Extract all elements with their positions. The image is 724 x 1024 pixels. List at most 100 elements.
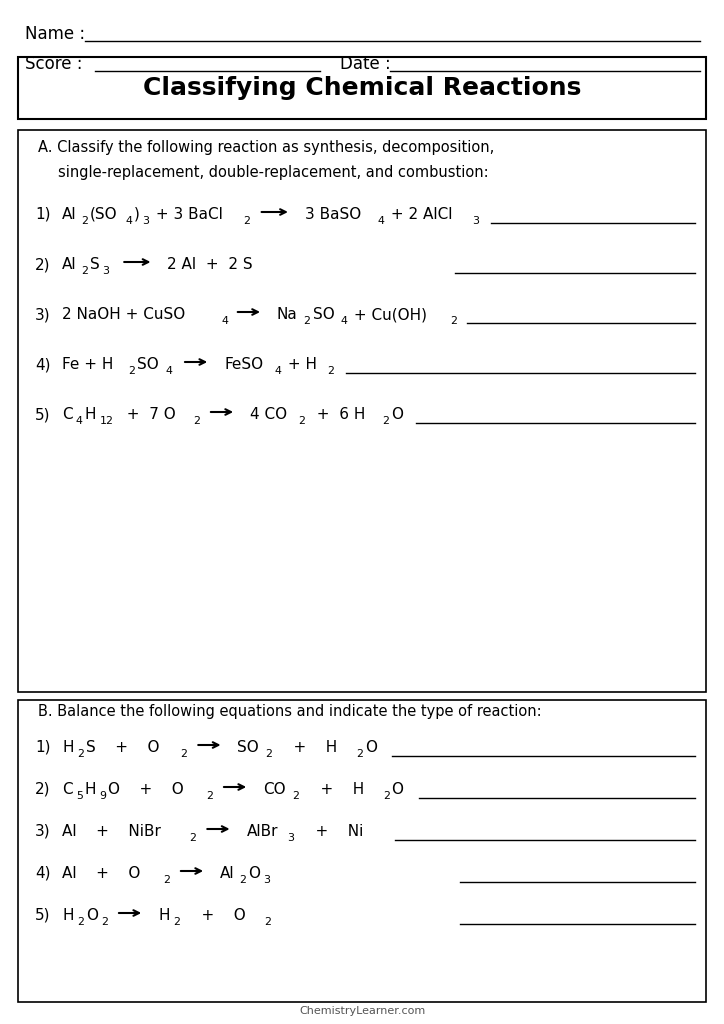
Text: 3): 3) — [35, 307, 51, 322]
Text: + H: + H — [284, 357, 317, 372]
Text: A. Classify the following reaction as synthesis, decomposition,: A. Classify the following reaction as sy… — [38, 140, 494, 155]
Text: 3 BaSO: 3 BaSO — [305, 207, 361, 222]
Text: 2: 2 — [239, 874, 245, 885]
Text: 5): 5) — [35, 407, 51, 422]
Text: 2: 2 — [81, 216, 88, 226]
Text: 1): 1) — [35, 740, 51, 755]
Text: 2: 2 — [450, 315, 457, 326]
Text: Name :: Name : — [25, 25, 85, 43]
Text: 2: 2 — [266, 749, 272, 759]
Text: 2: 2 — [292, 791, 299, 801]
Text: 3: 3 — [287, 833, 294, 843]
Text: +    H: + H — [274, 740, 337, 755]
Text: 2: 2 — [180, 749, 188, 759]
Text: 2: 2 — [101, 916, 108, 927]
Text: H: H — [85, 407, 96, 422]
Text: H: H — [158, 908, 169, 923]
Text: AlBr: AlBr — [246, 824, 278, 839]
Text: H: H — [62, 908, 74, 923]
Text: CO: CO — [263, 782, 286, 797]
Text: 2: 2 — [193, 416, 200, 426]
Text: 4: 4 — [165, 366, 172, 376]
Text: C: C — [62, 782, 72, 797]
Text: 2: 2 — [128, 366, 135, 376]
Text: 2: 2 — [206, 791, 213, 801]
Text: 4): 4) — [35, 866, 51, 881]
Text: S    +    O: S + O — [85, 740, 159, 755]
Text: 2): 2) — [35, 257, 51, 272]
Text: SO: SO — [237, 740, 259, 755]
Text: Al: Al — [62, 207, 77, 222]
Text: 2 Al  +  2 S: 2 Al + 2 S — [167, 257, 253, 272]
Text: +    Ni: + Ni — [296, 824, 363, 839]
Text: C: C — [62, 407, 72, 422]
Text: 3: 3 — [264, 874, 270, 885]
Text: +  7 O: + 7 O — [117, 407, 176, 422]
Text: 12: 12 — [99, 416, 113, 426]
Text: 2): 2) — [35, 782, 51, 797]
Text: 2 NaOH + CuSO: 2 NaOH + CuSO — [62, 307, 185, 322]
Text: 4: 4 — [274, 366, 282, 376]
Text: 2: 2 — [163, 874, 170, 885]
Text: 2: 2 — [77, 916, 84, 927]
Text: H: H — [85, 782, 96, 797]
Text: + Cu(OH): + Cu(OH) — [350, 307, 427, 322]
Text: +    O: + O — [182, 908, 245, 923]
Text: 1): 1) — [35, 207, 51, 222]
Text: +    H: + H — [301, 782, 364, 797]
Text: 2: 2 — [356, 749, 363, 759]
Text: Al    +    NiBr: Al + NiBr — [62, 824, 161, 839]
Text: 4: 4 — [340, 315, 348, 326]
Text: single-replacement, double-replacement, and combustion:: single-replacement, double-replacement, … — [58, 165, 489, 180]
Text: 2: 2 — [173, 916, 180, 927]
Text: Al: Al — [220, 866, 235, 881]
Text: FeSO: FeSO — [224, 357, 264, 372]
Text: ChemistryLearner.com: ChemistryLearner.com — [299, 1006, 425, 1016]
Text: O    +    O: O + O — [109, 782, 184, 797]
Text: H: H — [62, 740, 74, 755]
Text: O: O — [365, 740, 376, 755]
FancyBboxPatch shape — [18, 130, 706, 692]
Text: Na: Na — [277, 307, 298, 322]
Text: 4: 4 — [377, 216, 384, 226]
Text: +  6 H: + 6 H — [307, 407, 365, 422]
Text: 3: 3 — [142, 216, 149, 226]
Text: 4: 4 — [125, 216, 132, 226]
Text: S: S — [90, 257, 99, 272]
Text: ): ) — [134, 207, 140, 222]
Text: O: O — [85, 908, 98, 923]
Text: SO: SO — [137, 357, 159, 372]
Text: 4: 4 — [221, 315, 228, 326]
Text: O: O — [392, 782, 403, 797]
Text: 2: 2 — [243, 216, 251, 226]
Text: 9: 9 — [99, 791, 106, 801]
Text: 2: 2 — [298, 416, 305, 426]
Text: 4 CO: 4 CO — [250, 407, 287, 422]
Text: Classifying Chemical Reactions: Classifying Chemical Reactions — [143, 76, 581, 100]
Text: 2: 2 — [264, 916, 271, 927]
Text: + 2 AlCl: + 2 AlCl — [386, 207, 452, 222]
Text: Score :: Score : — [25, 55, 83, 73]
Text: O: O — [248, 866, 260, 881]
FancyBboxPatch shape — [18, 700, 706, 1002]
Text: 3): 3) — [35, 824, 51, 839]
Text: 4): 4) — [35, 357, 51, 372]
Text: 2: 2 — [303, 315, 311, 326]
Text: 2: 2 — [383, 791, 390, 801]
Text: B. Balance the following equations and indicate the type of reaction:: B. Balance the following equations and i… — [38, 705, 542, 719]
Text: 4: 4 — [76, 416, 83, 426]
Text: 3: 3 — [472, 216, 479, 226]
Text: 5: 5 — [76, 791, 83, 801]
Text: Al: Al — [62, 257, 77, 272]
Text: 2: 2 — [190, 833, 196, 843]
Text: Al    +    O: Al + O — [62, 866, 140, 881]
Text: 2: 2 — [81, 266, 88, 275]
FancyBboxPatch shape — [18, 57, 706, 119]
Text: SO: SO — [313, 307, 334, 322]
Text: Fe + H: Fe + H — [62, 357, 114, 372]
Text: 2: 2 — [382, 416, 389, 426]
Text: + 3 BaCl: + 3 BaCl — [151, 207, 223, 222]
Text: O: O — [391, 407, 403, 422]
Text: Date :: Date : — [340, 55, 391, 73]
Text: (SO: (SO — [90, 207, 117, 222]
